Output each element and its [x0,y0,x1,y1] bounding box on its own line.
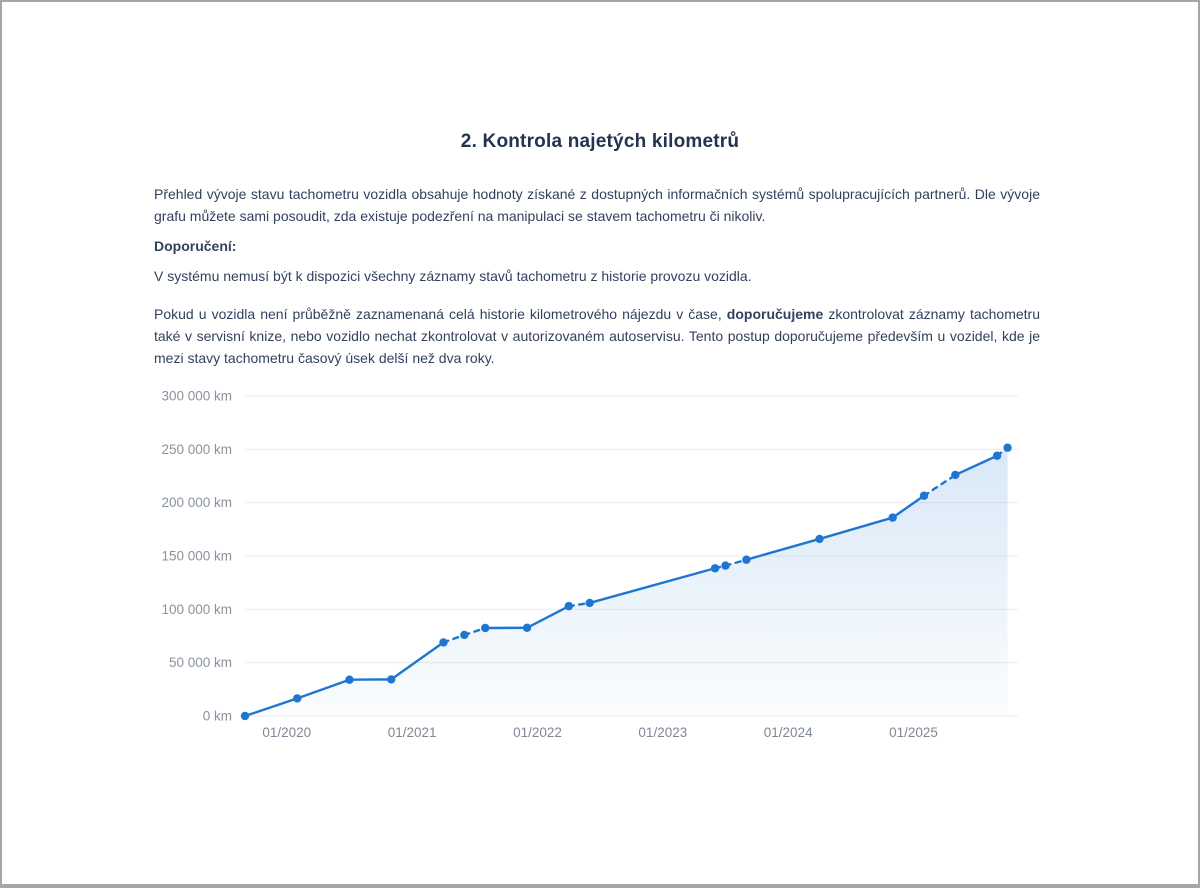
section-text: Přehled vývoje stavu tachometru vozidla … [154,183,1040,377]
data-point-marker[interactable] [387,675,396,684]
odometer-line-segment [243,697,299,718]
data-point-marker[interactable] [888,513,897,522]
data-point-marker[interactable] [1003,443,1012,452]
odometer-history-chart: 0 km 50 000 km 100 000 km 150 000 km 200 000… [161,389,1018,740]
data-point-marker[interactable] [721,561,730,570]
odometer-line-segment [891,494,926,519]
x-axis-label: 01/2021 [388,725,437,740]
y-axis-label: 100 000 km [161,602,232,617]
odometer-line-segment [525,604,571,629]
y-axis-label: 0 km [203,709,232,724]
y-axis-label: 250 000 km [161,442,232,457]
odometer-line-segment [954,454,999,477]
odometer-line-segment [296,678,351,700]
data-point-marker[interactable] [481,623,490,633]
odometer-line-segment [390,641,445,681]
x-axis-label: 01/2024 [764,725,813,740]
data-point-marker[interactable] [742,555,751,564]
data-point-marker[interactable] [815,534,824,544]
advice-text-bold: doporučujeme [726,306,824,322]
y-axis-label: 50 000 km [169,655,232,670]
recommendation-label: Doporučení: [154,238,237,254]
y-axis-label: 150 000 km [161,549,232,564]
data-point-marker[interactable] [522,623,532,632]
note-paragraph: V systému nemusí být k dispozici všechny… [154,268,752,284]
page-title: 2. Kontrola najetých kilometrů [460,131,740,152]
y-axis-label: 200 000 km [161,495,232,510]
data-point-marker[interactable] [585,598,594,608]
data-point-marker[interactable] [564,601,574,611]
data-point-marker[interactable] [439,638,448,647]
data-point-marker[interactable] [951,470,960,480]
data-point-marker[interactable] [710,564,720,573]
intro-paragraph: Přehled vývoje stavu tachometru vozidla … [154,186,1040,224]
odometer-line-segment [588,567,717,605]
x-axis-label: 01/2023 [638,725,687,740]
data-point-marker[interactable] [992,451,1002,460]
odometer-line-segment [922,473,957,497]
x-axis-label: 01/2025 [889,725,938,740]
data-point-marker[interactable] [919,491,929,500]
odometer-line-segment [818,516,894,541]
data-point-marker[interactable] [460,630,469,640]
data-point-marker[interactable] [345,675,354,684]
x-axis-label: 01/2022 [513,725,562,740]
odometer-chart-container: 0 km 50 000 km 100 000 km 150 000 km 200 000… [2,382,1062,757]
data-point-marker[interactable] [240,711,250,721]
x-axis-label: 01/2020 [262,725,311,740]
advice-text-suffix: zkontrolovat záznamy tachometru také v s… [154,306,1040,366]
data-point-marker[interactable] [293,694,302,703]
y-axis-label: 300 000 km [161,389,232,404]
advice-text-prefix: Pokud u vozidla není průběžně zaznamenan… [154,306,727,322]
odometer-area-fill [245,447,1008,716]
odometer-line-segment [745,537,821,561]
advice-paragraph: Pokud u vozidla není průběžně zaznamenan… [154,303,1040,369]
